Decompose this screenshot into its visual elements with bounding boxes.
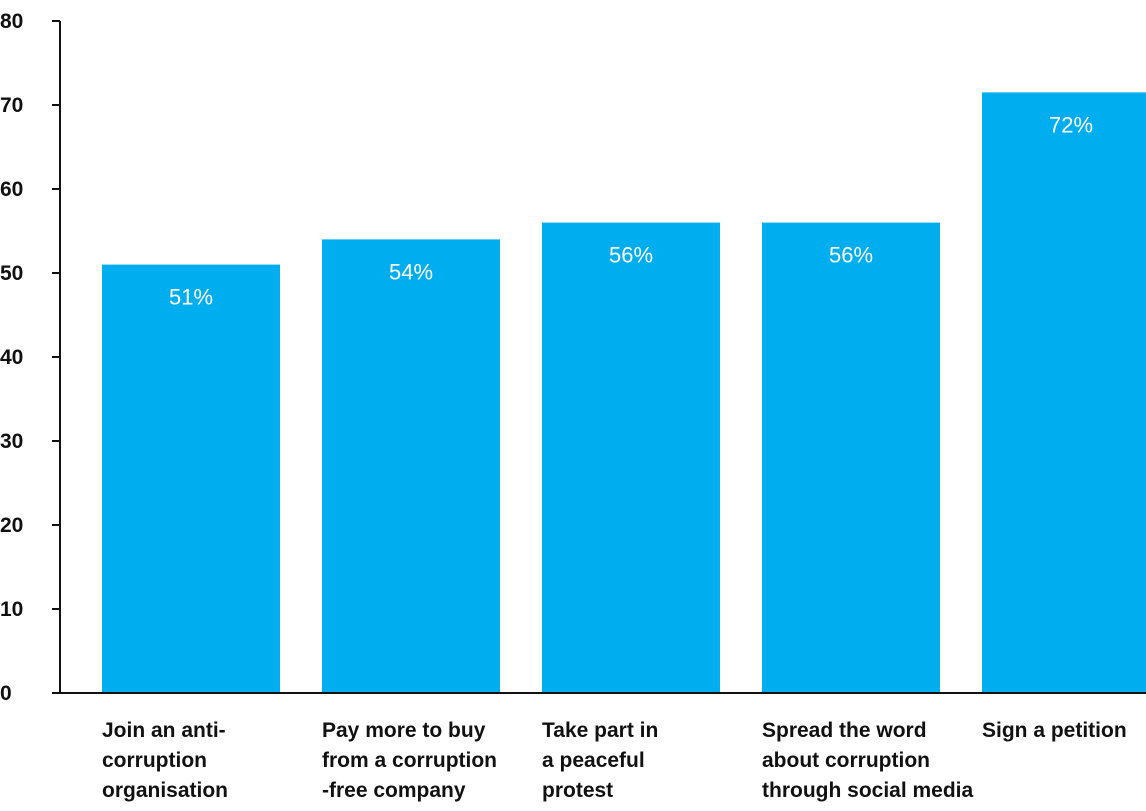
axis-layer: 0 10 20 30 40 50 60 70 80 <box>0 10 1146 705</box>
bar <box>322 239 500 693</box>
x-category-label: from a corruption <box>322 749 497 772</box>
x-category-label: a peaceful <box>542 749 645 772</box>
y-tick-label: 20 <box>0 514 23 537</box>
x-category-label: protest <box>542 779 613 802</box>
bars-layer <box>102 92 1146 693</box>
y-tick-label: 40 <box>0 346 23 369</box>
bar <box>762 222 940 693</box>
x-category-label: corruption <box>102 749 207 772</box>
y-tick-label: 70 <box>0 94 23 117</box>
bar-data-label: 72% <box>1049 112 1093 137</box>
y-tick-label: 80 <box>0 10 23 33</box>
x-category-label: organisation <box>102 779 228 802</box>
bar-data-label: 56% <box>609 243 653 268</box>
x-category-label: through social media <box>762 779 974 802</box>
y-tick-label: 60 <box>0 178 23 201</box>
y-tick-label: 30 <box>0 430 23 453</box>
bar-data-label: 56% <box>829 243 873 268</box>
bar <box>102 264 280 693</box>
bar <box>542 222 720 693</box>
y-tick-label: 10 <box>0 598 23 621</box>
x-category-label: Sign a petition <box>982 719 1127 742</box>
x-category-label: about corruption <box>762 749 930 772</box>
x-category-label: Join an anti- <box>102 719 226 742</box>
x-category-label: Spread the word <box>762 719 927 742</box>
bar <box>982 92 1146 693</box>
y-tick-label: 0 <box>0 682 12 705</box>
bar-data-label: 51% <box>169 285 213 310</box>
x-category-label: Pay more to buy <box>322 719 486 742</box>
bar-data-label: 54% <box>389 259 433 284</box>
x-category-label: Take part in <box>542 719 658 742</box>
y-tick-label: 50 <box>0 262 23 285</box>
labels-layer: 51% Join an anti-corruption organisation 54… <box>102 112 1127 802</box>
x-category-label: -free company <box>322 779 466 802</box>
